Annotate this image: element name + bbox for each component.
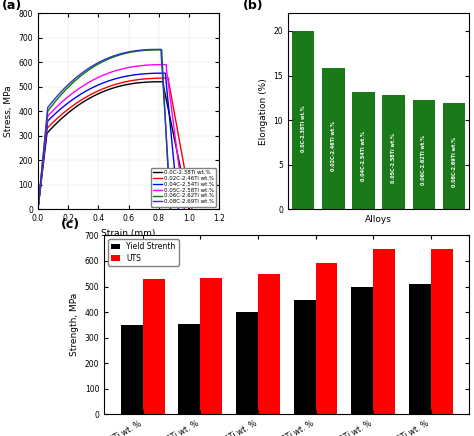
0.0C-2.38Ti wt.%	[41, 159, 46, 164]
0.04C-2.54Ti wt.%	[41, 151, 47, 156]
0.06C-2.62Ti wt.%	[159, 47, 164, 52]
0.0C-2.38Ti wt.%	[160, 79, 166, 85]
0.06C-2.62Ti wt.%	[82, 70, 87, 75]
Y-axis label: Stress, MPa: Stress, MPa	[4, 85, 13, 137]
Bar	[413, 100, 435, 209]
Bar	[316, 263, 337, 414]
0.04C-2.54Ti wt.%	[35, 207, 41, 212]
Bar	[294, 300, 316, 414]
0.04C-2.54Ti wt.%	[118, 75, 124, 80]
0.04C-2.54Ti wt.%	[175, 207, 181, 212]
0.05C-2.58Ti wt.%	[164, 62, 169, 67]
Text: 0.05C-2.58Ti wt.%: 0.05C-2.58Ti wt.%	[391, 133, 396, 183]
0.06C-2.62Ti wt.%	[35, 207, 41, 212]
0.0C-2.38Ti wt.%	[82, 99, 87, 104]
X-axis label: Alloys: Alloys	[365, 215, 392, 224]
Text: 0.04C-2.54Ti wt.%: 0.04C-2.54Ti wt.%	[361, 131, 366, 181]
Bar	[373, 249, 395, 414]
Line: 0.0C-2.38Ti wt.%: 0.0C-2.38Ti wt.%	[38, 82, 189, 209]
Bar	[322, 68, 345, 209]
0.08C-2.69Ti wt.%	[168, 207, 173, 212]
0.05C-2.58Ti wt.%	[83, 82, 89, 87]
Bar	[443, 103, 465, 209]
0.02C-2.46Ti wt.%	[35, 207, 41, 212]
Line: 0.06C-2.62Ti wt.%: 0.06C-2.62Ti wt.%	[38, 50, 170, 209]
0.02C-2.46Ti wt.%	[41, 156, 46, 161]
0.04C-2.54Ti wt.%	[55, 108, 61, 113]
0.04C-2.54Ti wt.%	[111, 76, 117, 82]
0.05C-2.58Ti wt.%	[119, 66, 125, 72]
0.02C-2.46Ti wt.%	[166, 75, 172, 81]
0.0C-2.38Ti wt.%	[35, 207, 41, 212]
Y-axis label: Strength, MPa: Strength, MPa	[70, 293, 79, 357]
0.05C-2.58Ti wt.%	[112, 68, 118, 74]
0.08C-2.69Ti wt.%	[109, 54, 115, 59]
0.0C-2.38Ti wt.%	[117, 84, 123, 89]
Bar	[258, 274, 280, 414]
0.0C-2.38Ti wt.%	[186, 207, 192, 212]
Text: (b): (b)	[243, 0, 264, 12]
Text: 0.0C-2.38Ti wt.%: 0.0C-2.38Ti wt.%	[301, 106, 306, 152]
0.0C-2.38Ti wt.%	[154, 79, 159, 85]
0.06C-2.62Ti wt.%	[55, 95, 61, 101]
Line: 0.02C-2.46Ti wt.%: 0.02C-2.46Ti wt.%	[38, 78, 192, 209]
Line: 0.08C-2.69Ti wt.%: 0.08C-2.69Ti wt.%	[38, 49, 171, 209]
Bar	[179, 324, 201, 414]
Bar	[351, 287, 373, 414]
0.06C-2.62Ti wt.%	[41, 145, 47, 150]
Text: 0.06C-2.62Ti wt.%: 0.06C-2.62Ti wt.%	[421, 135, 427, 185]
0.02C-2.46Ti wt.%	[113, 82, 118, 87]
Y-axis label: Elongation (%): Elongation (%)	[259, 78, 268, 145]
0.05C-2.58Ti wt.%	[55, 102, 61, 108]
Text: (c): (c)	[61, 218, 80, 231]
0.05C-2.58Ti wt.%	[156, 62, 162, 67]
0.05C-2.58Ti wt.%	[35, 207, 41, 212]
0.04C-2.54Ti wt.%	[155, 71, 161, 76]
Bar	[383, 95, 405, 209]
0.02C-2.46Ti wt.%	[189, 207, 195, 212]
0.08C-2.69Ti wt.%	[35, 207, 41, 212]
0.02C-2.46Ti wt.%	[158, 75, 164, 81]
0.08C-2.69Ti wt.%	[41, 143, 47, 148]
0.06C-2.62Ti wt.%	[116, 52, 122, 58]
Legend: Yield Strenth, UTS: Yield Strenth, UTS	[108, 239, 179, 266]
Text: 0.02C-2.46Ti wt.%: 0.02C-2.46Ti wt.%	[331, 121, 336, 171]
Bar	[292, 31, 314, 209]
0.05C-2.58Ti wt.%	[41, 148, 47, 153]
Bar	[352, 92, 375, 209]
Text: (a): (a)	[2, 0, 22, 12]
0.02C-2.46Ti wt.%	[120, 80, 126, 85]
0.06C-2.62Ti wt.%	[109, 55, 115, 60]
0.08C-2.69Ti wt.%	[55, 92, 61, 98]
Bar	[121, 325, 143, 414]
0.05C-2.58Ti wt.%	[182, 207, 187, 212]
0.06C-2.62Ti wt.%	[167, 207, 173, 212]
0.04C-2.54Ti wt.%	[83, 89, 89, 94]
0.04C-2.54Ti wt.%	[163, 71, 168, 76]
0.08C-2.69Ti wt.%	[151, 47, 157, 52]
0.0C-2.38Ti wt.%	[110, 85, 116, 91]
0.08C-2.69Ti wt.%	[82, 68, 87, 74]
Line: 0.04C-2.54Ti wt.%: 0.04C-2.54Ti wt.%	[38, 73, 178, 209]
Bar	[409, 284, 431, 414]
Bar	[201, 278, 222, 414]
0.02C-2.46Ti wt.%	[55, 115, 61, 120]
Bar	[143, 279, 164, 414]
0.08C-2.69Ti wt.%	[158, 47, 164, 52]
X-axis label: Strain (mm): Strain (mm)	[101, 229, 156, 238]
Line: 0.05C-2.58Ti wt.%: 0.05C-2.58Ti wt.%	[38, 65, 184, 209]
Legend: 0.0C-2.38Ti wt.%, 0.02C-2.46Ti wt.%, 0.04C-2.54Ti wt.%, 0.05C-2.58Ti wt.%, 0.06C: 0.0C-2.38Ti wt.%, 0.02C-2.46Ti wt.%, 0.0…	[151, 168, 216, 207]
Bar	[236, 312, 258, 414]
0.0C-2.38Ti wt.%	[55, 120, 60, 125]
Text: 0.08C-2.69Ti wt.%: 0.08C-2.69Ti wt.%	[452, 136, 456, 187]
0.08C-2.69Ti wt.%	[116, 52, 121, 57]
0.02C-2.46Ti wt.%	[83, 95, 89, 100]
Bar	[431, 249, 453, 414]
0.06C-2.62Ti wt.%	[152, 48, 158, 53]
